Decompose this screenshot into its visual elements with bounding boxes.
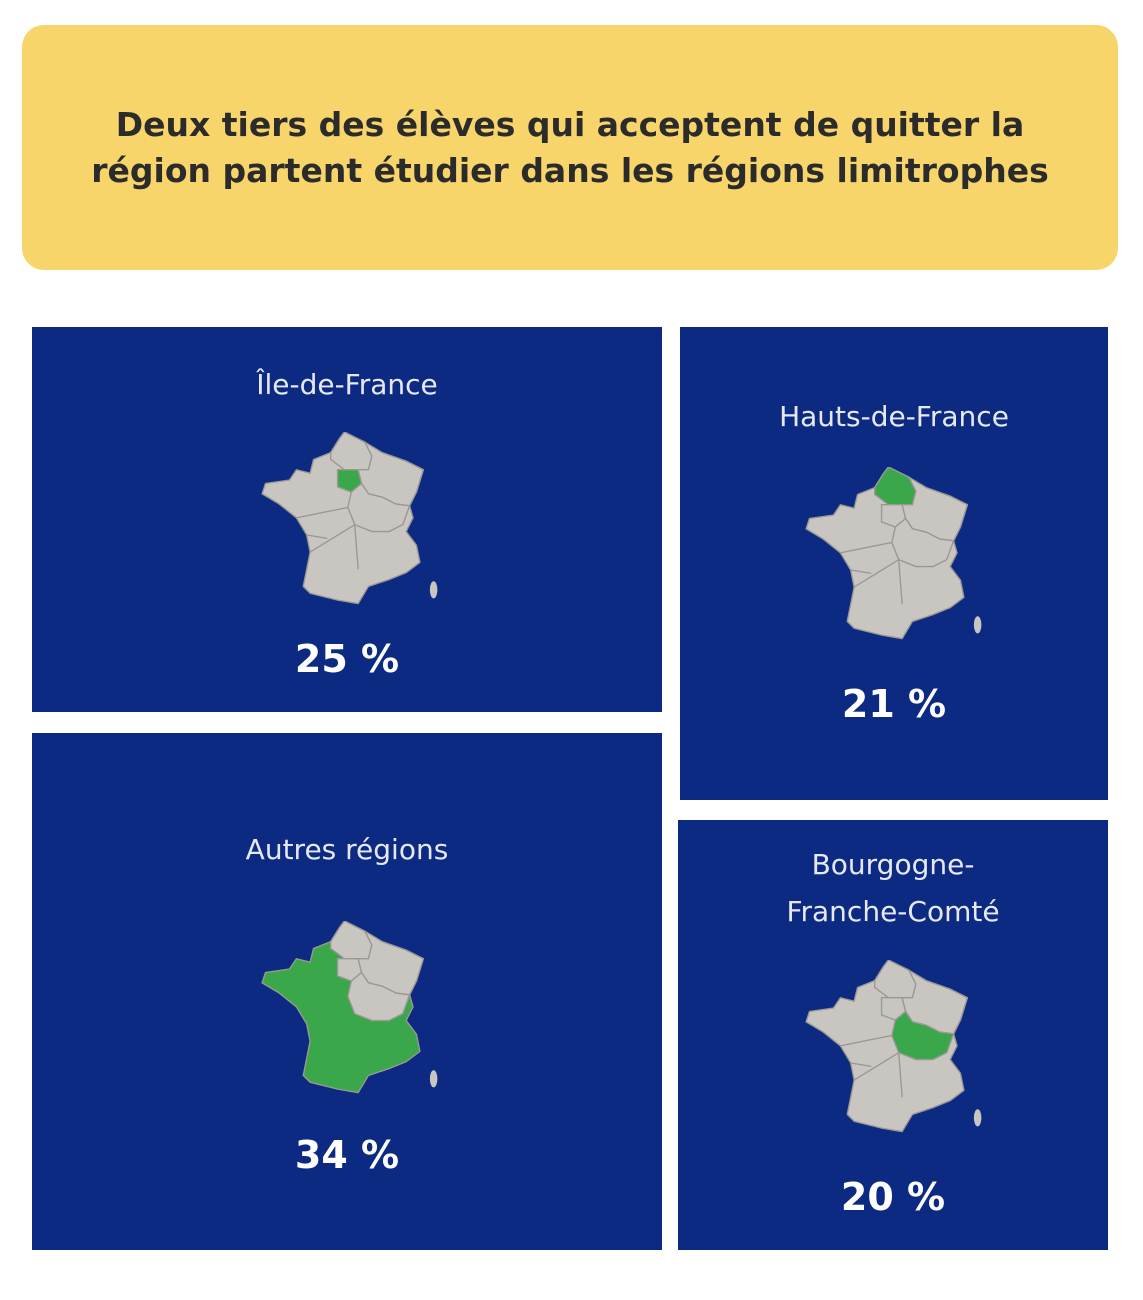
region-hauts-de-france xyxy=(874,467,917,506)
panel-label: Autres régions xyxy=(245,833,449,866)
region-hauts-de-france xyxy=(330,432,373,471)
region-borders xyxy=(840,541,903,605)
region-bourgogne-franche-comte xyxy=(891,1010,955,1061)
panel-value: 21 % xyxy=(841,682,947,726)
region-borders xyxy=(296,506,359,570)
region-bourgogne-franche-comte xyxy=(891,517,955,568)
panel-label: Hauts-de-France xyxy=(779,400,1009,433)
panel-label: Île-de-France xyxy=(256,368,438,401)
title-banner: Deux tiers des élèves qui acceptent de q… xyxy=(22,25,1118,270)
region-bourgogne-franche-comte xyxy=(347,971,411,1022)
region-bourgogne-franche-comte xyxy=(347,482,411,533)
panel-label-line1: Bourgogne- xyxy=(811,848,975,881)
panel-autres-regions: Autres régions 34 % xyxy=(32,733,662,1250)
panel-value: 25 % xyxy=(294,637,400,681)
region-hauts-de-france xyxy=(330,921,373,960)
panel-ile-de-france: Île-de-France 25 % xyxy=(32,327,662,712)
corsica xyxy=(973,1109,982,1127)
corsica xyxy=(973,616,982,634)
panel-hauts-de-france: Hauts-de-France 21 % xyxy=(680,327,1108,800)
corsica xyxy=(429,581,438,599)
france-map-icon xyxy=(805,467,982,640)
title: Deux tiers des élèves qui acceptent de q… xyxy=(91,104,1049,190)
panel-value: 34 % xyxy=(294,1133,400,1177)
corsica xyxy=(429,1070,438,1088)
panel-label-line2: Franche-Comté xyxy=(786,895,1000,928)
panel-bourgogne-franche-comte: Bourgogne- Franche-Comté 20 % xyxy=(678,820,1108,1250)
region-borders xyxy=(840,1034,903,1098)
france-map-icon xyxy=(261,921,438,1094)
france-map-icon xyxy=(805,960,982,1133)
panel-value: 20 % xyxy=(840,1175,946,1219)
region-hauts-de-france xyxy=(874,960,917,999)
france-map-icon xyxy=(261,432,438,605)
